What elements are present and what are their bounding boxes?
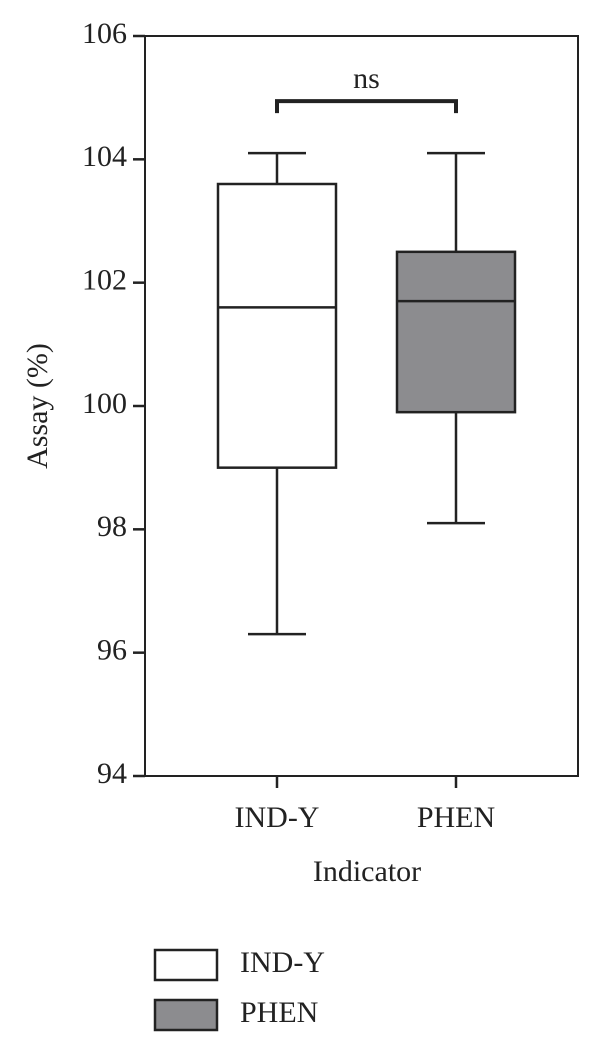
x-tick-label: IND-Y [235, 801, 320, 834]
y-tick-label: 98 [97, 510, 127, 543]
y-tick-label: 106 [82, 17, 127, 50]
y-tick-label: 100 [82, 387, 127, 420]
y-tick-label: 96 [97, 634, 127, 667]
legend-label: IND-Y [240, 946, 325, 979]
box [216, 182, 338, 469]
significance-label: ns [353, 62, 380, 95]
y-tick-label: 104 [82, 140, 127, 173]
y-tick-label: 102 [82, 264, 127, 297]
significance-bracket [275, 99, 458, 114]
y-axis-label: Assay (%) [21, 343, 54, 469]
y-tick-label: 94 [97, 757, 127, 790]
legend-swatch [153, 998, 219, 1032]
legend-swatch [153, 948, 219, 982]
box [395, 250, 517, 414]
x-tick-label: PHEN [417, 801, 495, 834]
legend-label: PHEN [240, 996, 318, 1029]
x-axis-label: Indicator [313, 855, 421, 888]
